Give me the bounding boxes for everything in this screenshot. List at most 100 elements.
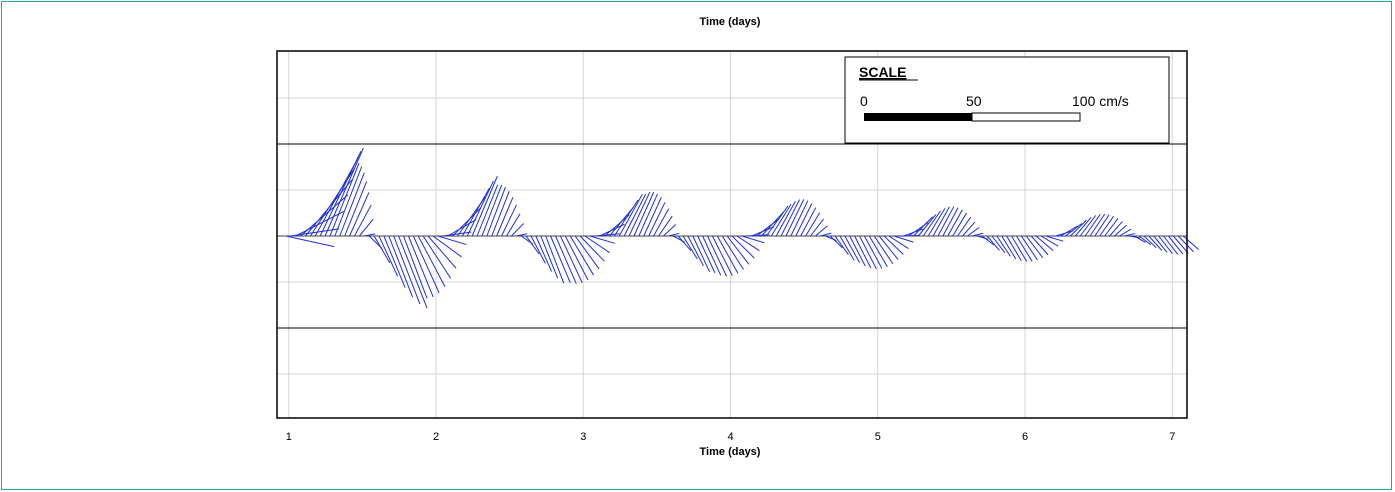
velocity-stick bbox=[967, 227, 980, 237]
velocity-stick bbox=[452, 207, 482, 237]
x-tick-label: 6 bbox=[1022, 431, 1028, 443]
legend-label-zero: 0 bbox=[860, 93, 868, 109]
velocity-stick bbox=[1114, 224, 1127, 237]
x-tick-label: 4 bbox=[727, 431, 733, 443]
velocity-stick bbox=[579, 235, 605, 262]
x-tick-label: 5 bbox=[875, 431, 881, 443]
velocity-stick bbox=[726, 235, 750, 265]
velocity-stick bbox=[1109, 221, 1123, 237]
velocity-stick bbox=[1065, 223, 1083, 237]
velocity-stick bbox=[358, 218, 374, 237]
velocity-stick bbox=[1001, 235, 1017, 260]
x-tick-label: 3 bbox=[580, 431, 586, 443]
velocity-stick bbox=[638, 193, 659, 237]
velocity-stick bbox=[319, 151, 362, 237]
velocity-stick bbox=[511, 223, 525, 237]
velocity-stick bbox=[1016, 235, 1033, 262]
scale-legend: SCALE 0 50 100 cm/s bbox=[844, 56, 1170, 144]
velocity-stick bbox=[388, 235, 414, 298]
velocity-stick bbox=[839, 235, 855, 261]
velocity-stick bbox=[1172, 235, 1189, 254]
velocity-stick bbox=[1099, 215, 1115, 237]
x-tick-label: 1 bbox=[286, 431, 292, 443]
velocity-stick bbox=[1020, 235, 1038, 261]
velocity-stick bbox=[1094, 214, 1110, 237]
velocity-stick bbox=[476, 184, 499, 237]
velocity-stick bbox=[795, 203, 813, 237]
velocity-stick bbox=[1119, 228, 1132, 237]
velocity-stick bbox=[849, 235, 866, 267]
velocity-stick bbox=[540, 235, 559, 279]
velocity-stick bbox=[535, 235, 553, 272]
velocity-stick bbox=[716, 235, 739, 274]
velocity-stick bbox=[761, 211, 784, 237]
velocity-stick bbox=[942, 207, 959, 237]
velocity-stick bbox=[1168, 235, 1184, 255]
velocity-stick bbox=[471, 176, 498, 237]
velocity-stick bbox=[545, 235, 565, 284]
velocity-stick bbox=[937, 206, 955, 237]
velocity-stick bbox=[1143, 235, 1157, 249]
velocity-stick bbox=[613, 199, 639, 237]
velocity-stick bbox=[810, 218, 825, 237]
x-tick-label: 7 bbox=[1169, 431, 1175, 443]
velocity-stick bbox=[986, 235, 1000, 251]
velocity-stick bbox=[972, 232, 984, 237]
top-axis-title: Time (days) bbox=[699, 16, 761, 28]
velocity-stick bbox=[344, 181, 368, 237]
velocity-stick bbox=[775, 200, 796, 237]
velocity-stick bbox=[378, 235, 399, 277]
velocity-stick bbox=[1074, 217, 1092, 237]
velocity-stick bbox=[922, 210, 941, 237]
legend-title: SCALE bbox=[859, 64, 906, 80]
velocity-stick bbox=[354, 204, 372, 237]
legend-box bbox=[844, 56, 1170, 144]
velocity-stick bbox=[285, 235, 335, 248]
velocity-stick bbox=[496, 197, 514, 237]
velocity-stick bbox=[711, 235, 733, 276]
velocity-stick bbox=[466, 180, 494, 237]
velocity-sticks bbox=[285, 147, 1199, 309]
velocity-stick bbox=[682, 235, 698, 260]
velocity-stick bbox=[815, 225, 828, 237]
velocity-stick bbox=[550, 235, 571, 283]
velocity-stick bbox=[516, 233, 528, 237]
x-tick-labels: 1 2 3 4 5 6 7 bbox=[286, 431, 1176, 443]
velocity-stick bbox=[736, 235, 760, 252]
velocity-stick bbox=[731, 235, 755, 259]
velocity-stick bbox=[1163, 235, 1179, 255]
velocity-stick bbox=[506, 213, 521, 237]
velocity-stick bbox=[785, 199, 805, 237]
velocity-stick bbox=[609, 206, 635, 237]
velocity-stick bbox=[604, 214, 630, 237]
velocity-stick bbox=[623, 193, 647, 237]
velocity-stick bbox=[618, 194, 643, 237]
plot-area-border bbox=[276, 50, 1188, 419]
velocity-stick bbox=[844, 235, 860, 263]
velocity-stick bbox=[437, 235, 467, 246]
velocity-stick bbox=[324, 147, 364, 237]
legend-bar-filled bbox=[864, 113, 972, 121]
velocity-stick bbox=[1079, 215, 1097, 237]
velocity-stick bbox=[1158, 235, 1173, 255]
velocity-stick bbox=[668, 232, 680, 237]
velocity-stick bbox=[962, 221, 976, 237]
velocity-stick bbox=[687, 235, 704, 267]
velocity-stick bbox=[447, 219, 477, 237]
velocity-stick bbox=[991, 235, 1006, 254]
velocity-stick bbox=[1148, 235, 1163, 251]
velocity-stick bbox=[417, 235, 446, 287]
legend-bar-empty bbox=[971, 112, 1081, 122]
velocity-stick bbox=[854, 235, 872, 269]
velocity-stick bbox=[403, 235, 428, 299]
velocity-stick bbox=[1070, 219, 1087, 237]
velocity-stick bbox=[873, 235, 894, 265]
velocity-stick bbox=[530, 235, 546, 264]
velocity-stick bbox=[878, 235, 899, 260]
velocity-stick bbox=[820, 232, 832, 237]
velocity-stick bbox=[917, 214, 937, 237]
velocity-stick bbox=[461, 187, 490, 237]
velocity-stick bbox=[398, 235, 428, 309]
velocity-stick bbox=[501, 204, 517, 237]
